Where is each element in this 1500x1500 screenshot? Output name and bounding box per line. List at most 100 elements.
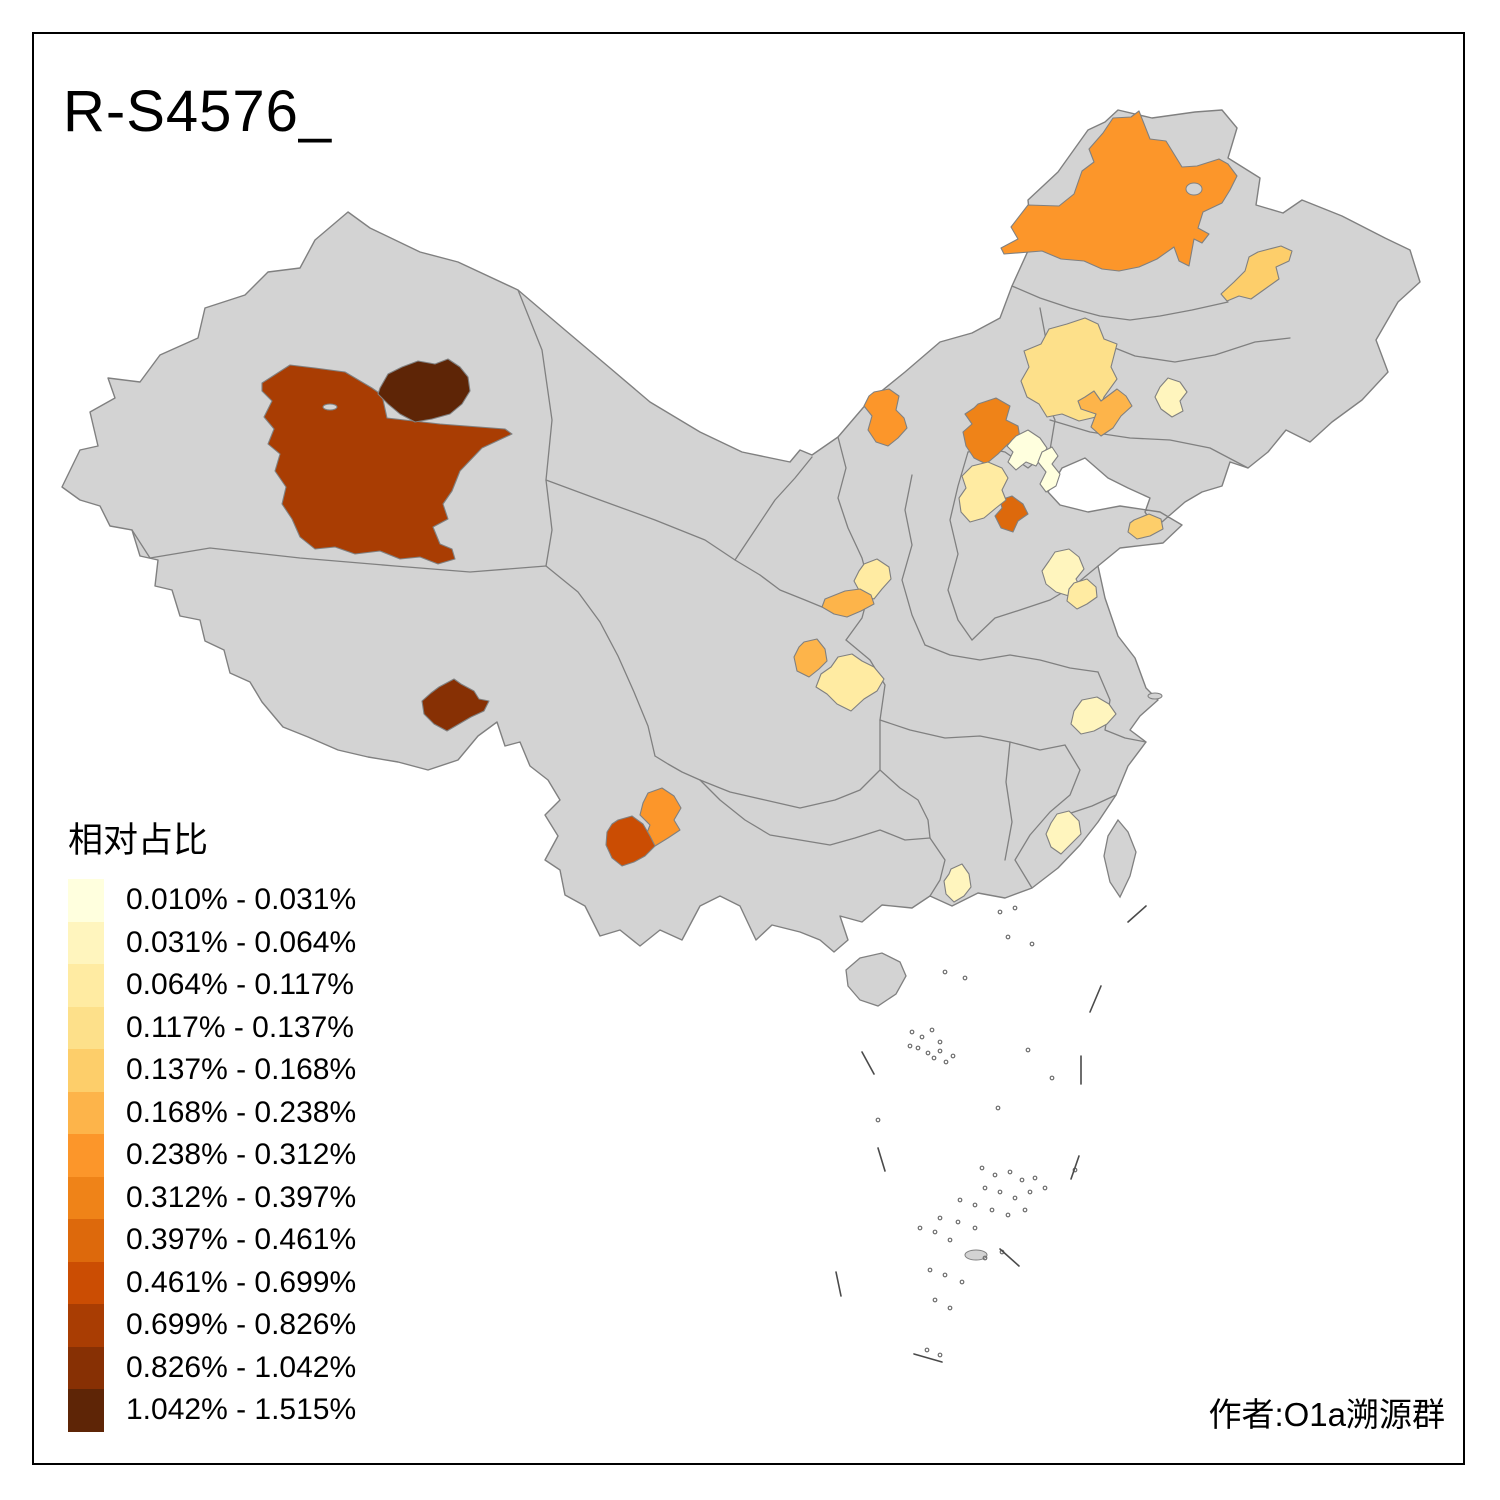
province-border — [1004, 741, 1013, 861]
sea-islet — [997, 909, 1003, 915]
province-border — [545, 479, 761, 576]
legend-swatch — [68, 964, 104, 1007]
dash-line-segment — [861, 1051, 875, 1075]
sea-islet — [1022, 1207, 1028, 1213]
legend-item: 0.312% - 0.397% — [68, 1176, 488, 1219]
legend-label: 0.699% - 0.826% — [126, 1308, 357, 1341]
region-enclave — [1185, 182, 1203, 196]
sea-islet — [932, 1297, 938, 1303]
legend-label: 0.312% - 0.397% — [126, 1180, 357, 1214]
legend-label: 0.397% - 0.461% — [126, 1223, 357, 1256]
dash-line-segment — [999, 1248, 1020, 1267]
dash-line-segment — [877, 1147, 886, 1172]
map-region — [1066, 578, 1098, 610]
map-region — [377, 358, 471, 423]
map-region — [1127, 513, 1164, 540]
sea-islet — [1007, 1169, 1013, 1175]
province-border — [1097, 671, 1147, 743]
sea-islet — [982, 1185, 988, 1191]
province-border — [1094, 337, 1291, 363]
map-region — [1000, 110, 1238, 272]
sea-islet — [995, 1105, 1001, 1111]
legend-item: 0.397% - 0.461% — [68, 1219, 488, 1262]
sea-islet — [929, 1027, 935, 1033]
legend-swatch — [68, 1346, 104, 1389]
legend-label: 0.826% - 1.042% — [126, 1350, 357, 1384]
sea-islet — [943, 1059, 949, 1065]
legend-label: 1.042% - 1.515% — [126, 1393, 357, 1426]
sea-islet — [997, 1189, 1003, 1195]
province-border — [517, 289, 553, 567]
sea-islet — [989, 1207, 995, 1213]
province-border — [879, 769, 931, 839]
province-border — [929, 837, 946, 897]
sea-islet — [919, 1034, 925, 1040]
small-island — [1147, 692, 1163, 700]
map-region — [605, 815, 656, 867]
map-region — [261, 364, 513, 565]
legend-item: 0.031% - 0.064% — [68, 921, 488, 964]
sea-islet — [979, 1165, 985, 1171]
sea-islet — [925, 1050, 931, 1056]
province-border — [901, 474, 926, 646]
attribution: 作者:O1a溯源群 — [1208, 1396, 1445, 1433]
sea-islet — [992, 1172, 998, 1178]
sea-islet — [972, 1202, 978, 1208]
map-region — [815, 653, 885, 712]
sea-islet — [957, 1197, 963, 1203]
map-region — [1220, 245, 1293, 302]
dash-line-segment — [913, 1353, 943, 1363]
map-region — [1154, 377, 1188, 418]
province-border — [545, 565, 656, 757]
legend-swatch — [68, 1176, 104, 1219]
legend-swatch — [68, 1006, 104, 1049]
legend-label: 0.010% - 0.031% — [126, 883, 357, 916]
province-border — [654, 755, 701, 781]
sea-islet — [1032, 1175, 1038, 1181]
dash-line-segment — [1127, 905, 1147, 923]
hainan-island — [845, 952, 907, 1007]
legend-swatch — [68, 1091, 104, 1134]
map-region — [1006, 429, 1048, 471]
province-border — [1067, 794, 1117, 815]
legend-swatch — [68, 1134, 104, 1177]
legend-swatch — [68, 921, 104, 964]
legend-item: 0.826% - 1.042% — [68, 1346, 488, 1389]
legend-swatch — [68, 1049, 104, 1092]
legend-item: 0.238% - 0.312% — [68, 1134, 488, 1177]
map-region — [853, 558, 892, 600]
legend-title: 相对占比 — [68, 821, 209, 860]
map-region — [994, 495, 1029, 533]
sea-islet — [924, 1347, 930, 1353]
province-border — [734, 456, 813, 561]
legend-swatch — [68, 1261, 104, 1304]
province-border — [1014, 744, 1081, 889]
legend-label: 0.064% - 0.117% — [126, 968, 354, 1001]
sea-islet — [962, 975, 968, 981]
map-region — [962, 397, 1021, 465]
sea-islet — [942, 1272, 948, 1278]
legend-swatch — [68, 1304, 104, 1347]
legend-items: 0.010% - 0.031% 0.031% - 0.064% 0.064% - 0… — [68, 879, 488, 1432]
map-region — [1045, 810, 1082, 855]
sea-islet — [1012, 905, 1018, 911]
sea-islet — [1019, 1177, 1025, 1183]
map-region — [421, 678, 490, 732]
map-region — [1037, 446, 1061, 493]
sea-islet — [947, 1305, 953, 1311]
sea-islet — [1005, 1212, 1011, 1218]
legend-item: 0.461% - 0.699% — [68, 1261, 488, 1304]
legend-item: 0.064% - 0.117% — [68, 964, 488, 1007]
legend-label: 0.238% - 0.312% — [126, 1138, 357, 1171]
sea-islet — [1005, 934, 1011, 940]
legend-swatch — [68, 1219, 104, 1262]
map-region — [1070, 696, 1117, 735]
sea-islet — [932, 1229, 938, 1235]
map-region — [943, 863, 972, 903]
province-border — [759, 574, 823, 608]
legend-label: 0.031% - 0.064% — [126, 925, 357, 959]
map-region — [1077, 388, 1133, 437]
dash-line-segment — [1070, 1155, 1080, 1180]
